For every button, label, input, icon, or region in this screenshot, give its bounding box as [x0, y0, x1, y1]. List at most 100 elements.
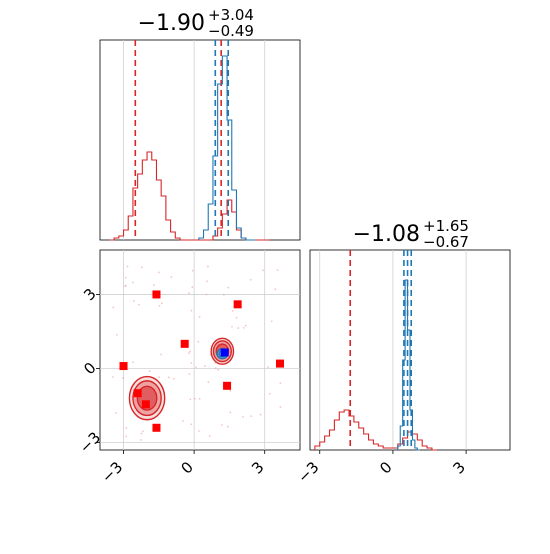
background-sample — [148, 370, 151, 373]
background-sample — [137, 303, 140, 306]
top-histogram-series — [109, 40, 270, 241]
background-sample — [189, 350, 191, 353]
background-sample — [206, 280, 208, 283]
right-histogram-panel: −3 0 3 −1.08 +1.65 −0.67 — [294, 217, 511, 486]
background-sample — [262, 269, 265, 272]
top-histogram-panel: −1.90 +3.04 −0.49 — [99, 6, 301, 241]
scatter-marker — [141, 400, 150, 409]
scatter-marker — [133, 389, 142, 398]
background-sample — [132, 361, 134, 364]
background-sample — [116, 333, 118, 336]
background-sample — [197, 340, 200, 343]
background-sample — [112, 376, 114, 378]
background-sample — [122, 376, 124, 379]
background-sample — [124, 284, 127, 287]
background-sample — [125, 427, 128, 430]
scatter-marker — [152, 423, 161, 432]
background-sample — [140, 432, 143, 435]
background-sample — [207, 265, 209, 268]
background-sample — [132, 281, 134, 284]
background-sample — [267, 366, 270, 369]
scatter-points — [119, 290, 284, 432]
background-sample — [227, 286, 230, 289]
background-sample — [189, 398, 192, 401]
background-sample — [279, 382, 282, 385]
histogram-step-line — [314, 409, 437, 451]
background-sample — [226, 425, 229, 428]
background-sample — [157, 271, 160, 274]
background-sample — [222, 293, 225, 296]
scatter-background-samples — [112, 265, 282, 441]
background-sample — [276, 269, 279, 271]
background-sample — [204, 365, 206, 368]
background-sample — [112, 306, 115, 309]
background-sample — [170, 276, 173, 278]
background-sample — [158, 304, 161, 307]
background-sample — [190, 309, 193, 312]
top-histogram-title-upper: +3.04 — [208, 6, 254, 24]
background-sample — [229, 389, 232, 392]
background-sample — [217, 368, 220, 371]
scatter-marker — [276, 359, 284, 368]
background-sample — [242, 326, 245, 329]
background-sample — [198, 316, 201, 318]
background-sample — [269, 392, 271, 395]
background-sample — [214, 367, 217, 370]
background-sample — [191, 269, 194, 272]
background-sample — [237, 327, 240, 329]
right-histogram-series — [314, 250, 437, 451]
scatter-marker — [119, 362, 128, 371]
background-sample — [132, 300, 135, 302]
background-sample — [229, 411, 232, 414]
background-sample — [198, 398, 201, 400]
background-sample — [190, 362, 193, 365]
background-sample — [139, 439, 142, 441]
background-sample — [191, 286, 194, 289]
background-sample — [244, 324, 247, 327]
top-histogram-grid — [123, 40, 266, 240]
background-sample — [259, 413, 262, 416]
background-sample — [124, 276, 127, 279]
background-sample — [115, 412, 117, 414]
right-histogram-grid — [319, 250, 467, 450]
right-histogram-title-upper: +1.65 — [423, 217, 469, 235]
background-sample — [172, 377, 175, 380]
top-histogram-title-lower: −0.49 — [208, 22, 254, 40]
background-sample — [126, 265, 129, 268]
background-sample — [140, 266, 143, 269]
scatter-marker — [223, 381, 232, 390]
background-sample — [182, 420, 184, 422]
background-sample — [198, 430, 200, 432]
scatter-marker — [180, 339, 189, 348]
background-sample — [207, 381, 210, 384]
background-sample — [249, 278, 252, 281]
background-sample — [152, 284, 155, 287]
scatter-frame — [99, 249, 301, 451]
top-histogram-title: −1.90 — [138, 11, 205, 36]
background-sample — [188, 373, 191, 375]
scatter-marker — [152, 290, 161, 299]
background-sample — [220, 424, 223, 426]
background-sample — [270, 320, 273, 323]
background-sample — [125, 435, 128, 438]
background-sample — [205, 293, 208, 296]
background-sample — [158, 376, 160, 379]
scatter-marker — [233, 300, 242, 309]
background-sample — [193, 397, 196, 400]
background-sample — [188, 292, 191, 295]
right-histogram-title-lower: −0.67 — [423, 233, 469, 251]
background-sample — [241, 416, 244, 418]
top-histogram-frame — [99, 39, 301, 241]
scatter-marker — [220, 348, 229, 357]
background-sample — [141, 430, 144, 433]
scatter-grid — [100, 250, 300, 450]
histogram-step-line — [198, 55, 256, 241]
background-sample — [208, 434, 211, 437]
background-sample — [279, 406, 282, 408]
background-sample — [231, 309, 234, 312]
background-sample — [235, 316, 238, 319]
right-histogram-title: −1.08 — [353, 222, 420, 247]
scatter-panel: −3 0 3 −303 — [76, 249, 301, 486]
